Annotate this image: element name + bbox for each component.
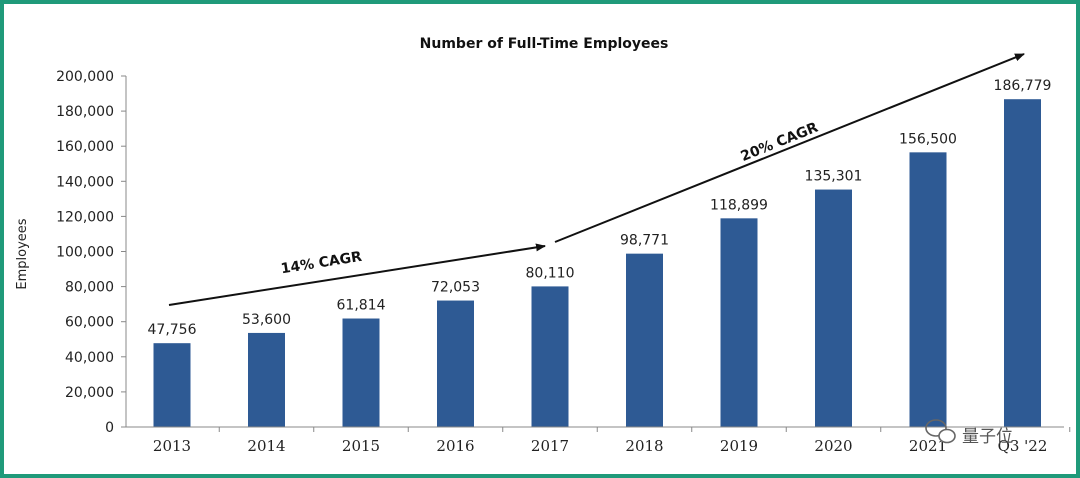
y-tick-label: 120,000 (56, 209, 114, 225)
data-label: 72,053 (431, 280, 480, 296)
x-tick-label: 2018 (625, 437, 663, 455)
x-tick-label: 2013 (153, 437, 191, 455)
bar (153, 343, 191, 427)
x-tick-label: 2021 (909, 437, 947, 455)
y-axis: 0 20,000 40,000 60,000 80,000 100,000 120,000 1… (56, 69, 127, 436)
bar (248, 332, 285, 427)
x-tick-label: 2019 (720, 437, 758, 455)
cagr-label: 14% CAGR (280, 249, 363, 278)
bar (626, 253, 663, 427)
watermark-text: 量子位 (962, 427, 1013, 447)
x-tick-label: 2017 (531, 437, 569, 455)
bar (815, 189, 852, 427)
x-tick-label: Q3 '22 (998, 437, 1048, 455)
y-tick-label: 140,000 (56, 174, 114, 190)
cagr-label: 20% CAGR (739, 120, 821, 165)
data-label: 135,301 (805, 169, 863, 185)
x-axis: 2013 2014 2015 2016 2017 2018 2019 2020 2021 Q3 '… (126, 426, 1071, 455)
y-tick-label: 100,000 (56, 245, 114, 261)
data-label: 156,500 (899, 131, 957, 147)
data-label: 61,814 (337, 298, 386, 314)
bar (720, 218, 758, 427)
data-label: 53,600 (242, 312, 291, 328)
cagr-arrow (554, 53, 1025, 243)
bar (437, 300, 474, 427)
bar (342, 318, 380, 427)
data-label: 118,899 (710, 197, 768, 213)
y-tick-label: 200,000 (56, 69, 114, 85)
y-axis-label: Employees (15, 218, 30, 289)
y-tick-label: 180,000 (56, 104, 114, 120)
watermark: 量子位 (925, 419, 1013, 447)
data-label: 186,779 (994, 78, 1052, 94)
y-tick-label: 20,000 (65, 385, 114, 401)
wechat-icon (925, 419, 956, 444)
cagr-annotations: 14% CAGR 20% CAGR (168, 53, 1025, 306)
x-tick-label: 2015 (342, 437, 380, 455)
x-tick-label: 2016 (436, 437, 474, 455)
bar (1004, 99, 1041, 428)
bars: 47,756 53,600 61,814 72,053 80,110 98,771 118,… (148, 78, 1052, 428)
data-label: 80,110 (526, 265, 575, 281)
x-tick-label: 2014 (247, 437, 285, 455)
employee-bar-chart: Number of Full-Time Employees Employees … (15, 36, 1071, 455)
y-tick-label: 60,000 (65, 315, 114, 331)
bar (531, 286, 569, 427)
x-tick-label: 2020 (814, 437, 852, 455)
y-tick-label: 40,000 (65, 350, 114, 366)
data-label: 47,756 (148, 322, 197, 338)
cagr-arrow (168, 243, 546, 306)
bar (909, 152, 947, 427)
y-tick-label: 0 (105, 420, 114, 436)
data-label: 98,771 (620, 233, 669, 249)
chart-title: Number of Full-Time Employees (420, 36, 669, 52)
y-tick-label: 160,000 (56, 139, 114, 155)
y-tick-label: 80,000 (65, 280, 114, 296)
